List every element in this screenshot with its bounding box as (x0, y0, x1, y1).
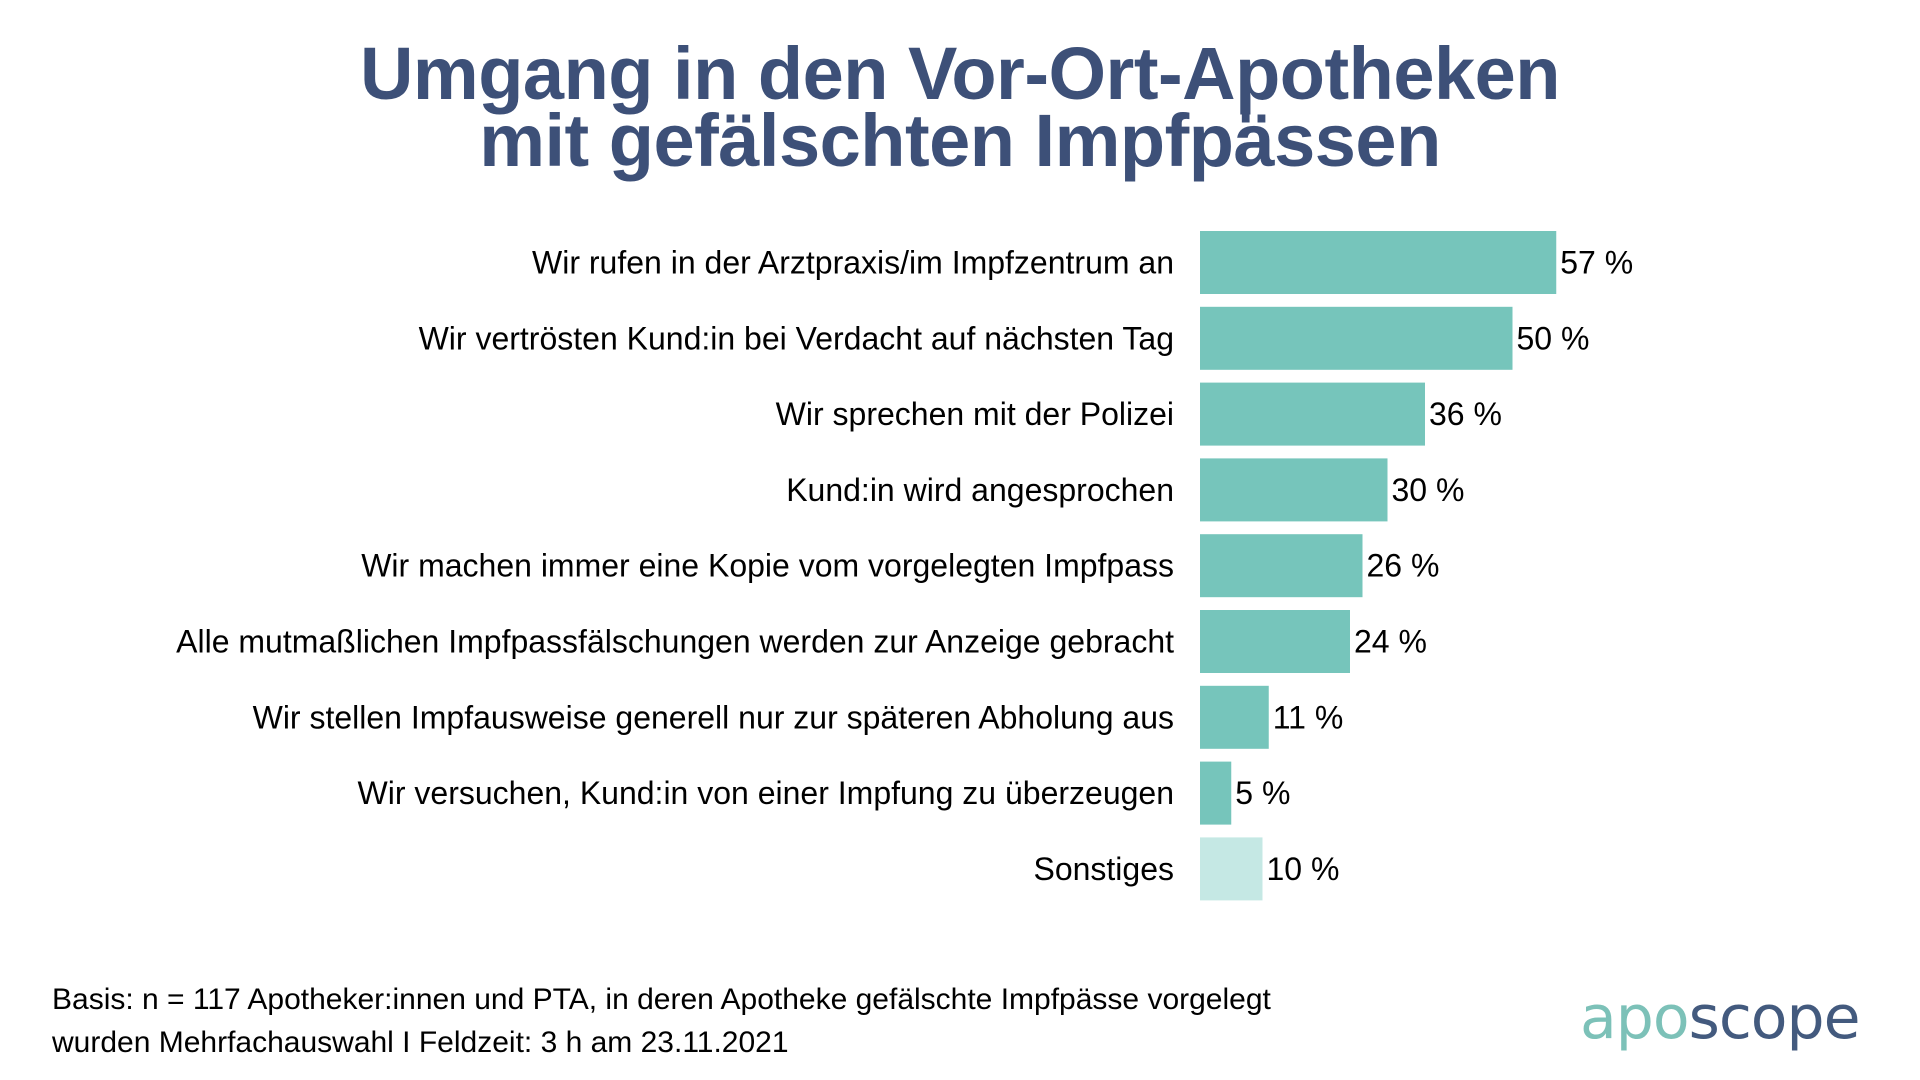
value-label: 50 % (1517, 320, 1590, 356)
bar-row: Wir versuchen, Kund:in von einer Impfung… (358, 761, 1290, 825)
value-label: 10 % (1267, 851, 1340, 887)
value-label: 36 % (1429, 396, 1502, 432)
bar-chart: Wir rufen in der Arztpraxis/im Impfzentr… (176, 231, 1633, 901)
aposcope-logo: aposcope (1580, 978, 1861, 1058)
value-label: 24 % (1354, 624, 1427, 660)
footer-line-1: Basis: n = 117 Apotheker:innen und PTA, … (52, 983, 1271, 1016)
bar (1200, 458, 1388, 522)
value-label: 11 % (1273, 699, 1344, 735)
bar-row: Kund:in wird angesprochen 30 % (786, 458, 1465, 522)
chart-title-line-2: mit gefälschten Impfpässen (479, 99, 1441, 182)
bar-row: Wir stellen Impfausweise generell nur zu… (253, 685, 1344, 749)
logo-part-apo: apo (1580, 983, 1690, 1053)
chart-title: Umgang in den Vor-Ort-Apotheken mit gefä… (0, 32, 1920, 182)
bar (1200, 610, 1350, 673)
logo-part-scope: scope (1688, 983, 1861, 1053)
bar-row: Alle mutmaßlichen Impfpassfälschungen we… (176, 610, 1427, 673)
bar-row: Wir sprechen mit der Polizei 36 % (776, 382, 1502, 446)
category-label: Kund:in wird angesprochen (786, 472, 1174, 508)
value-label: 30 % (1392, 472, 1465, 508)
bar-row: Sonstiges 10 % (1033, 837, 1340, 901)
value-label: 5 % (1235, 775, 1290, 811)
category-label: Wir vertrösten Kund:in bei Verdacht auf … (419, 320, 1174, 356)
bar (1200, 685, 1269, 749)
bar (1200, 382, 1425, 446)
chart-title-line-1: Umgang in den Vor-Ort-Apotheken (359, 32, 1561, 115)
bar (1200, 306, 1513, 370)
value-label: 57 % (1560, 245, 1633, 281)
category-label: Sonstiges (1033, 851, 1174, 887)
bar-row: Wir machen immer eine Kopie vom vorgeleg… (361, 534, 1440, 598)
footer-note: Basis: n = 117 Apotheker:innen und PTA, … (52, 978, 1271, 1064)
bar (1200, 761, 1232, 825)
footer-line-2: wurden Mehrfachauswahl I Feldzeit: 3 h a… (52, 1026, 789, 1059)
category-label: Wir sprechen mit der Polizei (776, 396, 1174, 432)
category-label: Wir versuchen, Kund:in von einer Impfung… (358, 775, 1174, 811)
category-label: Wir stellen Impfausweise generell nur zu… (253, 699, 1174, 735)
value-label: 26 % (1367, 548, 1440, 584)
bar (1200, 837, 1263, 901)
category-label: Alle mutmaßlichen Impfpassfälschungen we… (176, 624, 1174, 660)
bar-row: Wir vertrösten Kund:in bei Verdacht auf … (419, 306, 1590, 370)
category-label: Wir machen immer eine Kopie vom vorgeleg… (361, 548, 1174, 584)
category-label: Wir rufen in der Arztpraxis/im Impfzentr… (532, 245, 1174, 281)
bar (1200, 231, 1557, 294)
bar-row: Wir rufen in der Arztpraxis/im Impfzentr… (532, 231, 1633, 294)
bar (1200, 534, 1363, 598)
